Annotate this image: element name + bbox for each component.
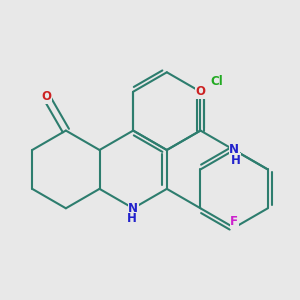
- Text: N: N: [128, 202, 138, 215]
- Text: N: N: [229, 143, 239, 157]
- Text: F: F: [230, 215, 238, 228]
- Text: H: H: [127, 212, 136, 225]
- Text: Cl: Cl: [210, 75, 223, 88]
- Text: H: H: [231, 154, 241, 167]
- Text: O: O: [41, 90, 51, 104]
- Text: O: O: [196, 85, 206, 98]
